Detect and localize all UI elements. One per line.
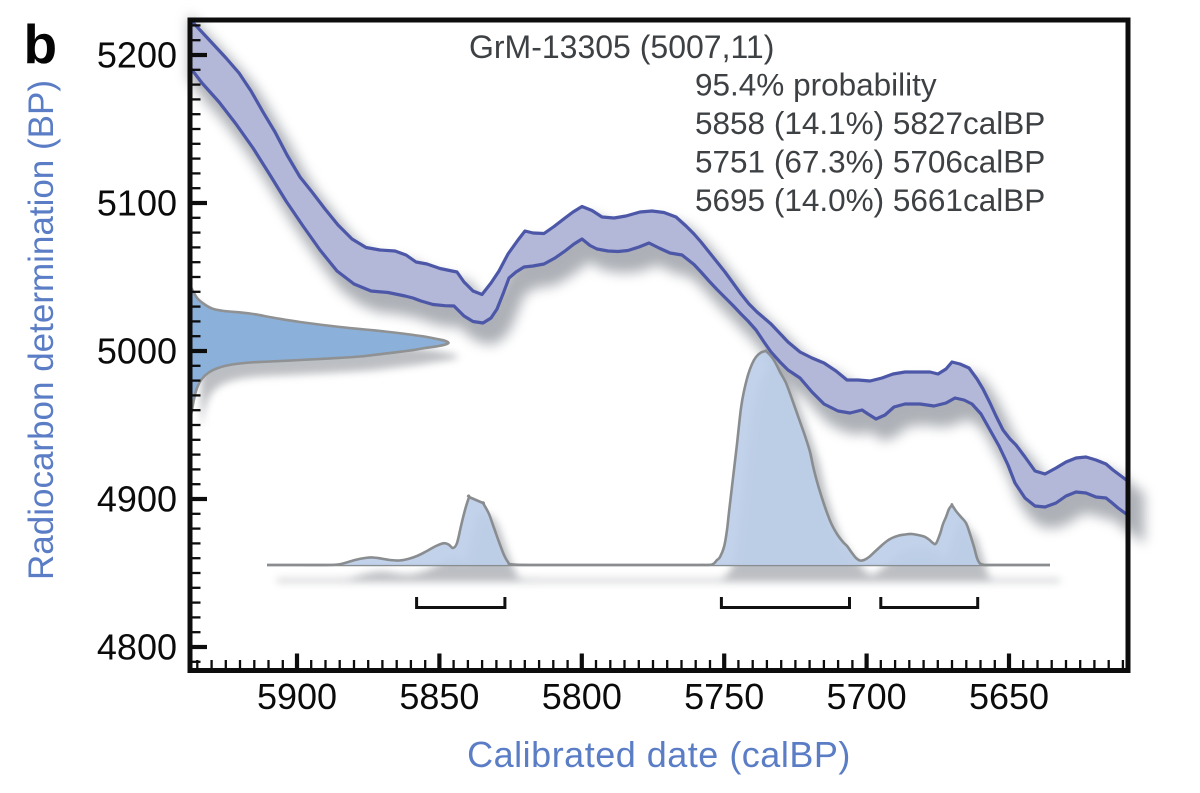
- svg-text:5750: 5750: [684, 676, 764, 717]
- svg-text:5100: 5100: [97, 183, 177, 224]
- svg-text:5695 (14.0%) 5661calBP: 5695 (14.0%) 5661calBP: [695, 182, 1045, 218]
- svg-text:5700: 5700: [827, 676, 907, 717]
- svg-text:5858 (14.1%) 5827calBP: 5858 (14.1%) 5827calBP: [695, 105, 1045, 141]
- svg-text:5800: 5800: [542, 676, 622, 717]
- svg-text:5000: 5000: [97, 331, 177, 372]
- svg-text:5200: 5200: [97, 35, 177, 76]
- svg-text:4900: 4900: [97, 479, 177, 520]
- svg-text:5650: 5650: [969, 676, 1049, 717]
- svg-text:GrM-13305 (5007,11): GrM-13305 (5007,11): [469, 29, 774, 65]
- svg-text:5850: 5850: [399, 676, 479, 717]
- svg-text:b: b: [24, 13, 58, 75]
- svg-text:Radiocarbon determination (BP): Radiocarbon determination (BP): [22, 80, 61, 580]
- svg-text:95.4% probability: 95.4% probability: [695, 67, 937, 103]
- svg-text:Calibrated date (calBP): Calibrated date (calBP): [467, 734, 851, 775]
- svg-text:5900: 5900: [257, 676, 337, 717]
- svg-text:4800: 4800: [97, 627, 177, 668]
- svg-text:5751 (67.3%) 5706calBP: 5751 (67.3%) 5706calBP: [695, 144, 1045, 180]
